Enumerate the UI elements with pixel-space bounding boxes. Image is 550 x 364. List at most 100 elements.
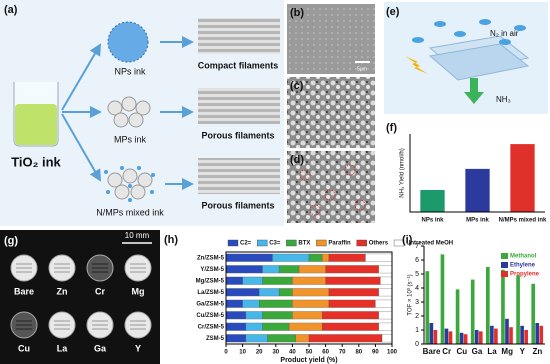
legend-label: BTX <box>298 241 310 247</box>
bar-segment <box>375 299 393 308</box>
x-tick-label: 10 <box>239 350 246 356</box>
bar-segment <box>328 299 376 308</box>
filament-type: Porous filaments <box>201 200 274 210</box>
legend-label: C3= <box>269 241 281 247</box>
bar-segment <box>225 265 263 274</box>
legend-swatch <box>356 239 367 247</box>
bar-segment <box>262 265 280 274</box>
bar-segment <box>278 288 293 297</box>
y-tick-label: Zn/ZSM-5 <box>197 255 225 261</box>
photo <box>0 230 160 364</box>
sample-label: Bare <box>14 286 34 296</box>
sample-label: La <box>57 343 68 353</box>
bar <box>448 331 453 344</box>
legend-label: Propylene <box>510 272 540 278</box>
bar-segment <box>242 299 260 308</box>
bar-segment <box>365 253 393 262</box>
bar-segment <box>259 299 293 308</box>
x-tick-label: Bare <box>423 347 441 356</box>
bar <box>463 334 468 344</box>
x-tick-label: 70 <box>339 350 346 356</box>
ink-type: MPs ink <box>114 134 147 144</box>
product-arrow <box>464 78 484 104</box>
bar <box>505 318 509 344</box>
legend-label: Others <box>369 241 389 247</box>
y-tick-label: 7 <box>415 243 419 250</box>
bar <box>420 189 445 212</box>
bar <box>531 283 536 344</box>
bar <box>535 323 540 344</box>
bar-segment <box>378 322 393 331</box>
x-axis-label: Product yield (%) <box>280 357 337 364</box>
product-label: NH₃ <box>496 95 511 104</box>
bar-segment <box>278 265 300 274</box>
panel-label: (a) <box>4 4 18 16</box>
bar-segment <box>225 311 247 320</box>
bar-segment <box>378 288 393 297</box>
x-tick-label: Zn <box>533 347 543 356</box>
legend-label: C2= <box>240 241 252 247</box>
charts: (f) NH₃ Yield (nmol/h) NPs ink MPs ink N/MPs… <box>164 122 547 364</box>
x-tick-label: NPs ink <box>421 218 444 224</box>
bar <box>429 323 434 344</box>
bar-segment <box>322 253 330 262</box>
y-tick-label: Cr/ZSM-5 <box>198 324 225 330</box>
bar-segment <box>242 276 263 285</box>
sample-label: Y <box>135 343 141 353</box>
bar-segment <box>292 288 330 297</box>
pore-marks <box>299 164 366 216</box>
x-tick-label: 30 <box>272 350 279 356</box>
bar-segment <box>292 276 326 285</box>
panel-label: (c) <box>290 80 304 92</box>
legend-swatch <box>501 262 508 268</box>
bar-segment <box>225 276 243 285</box>
legend-swatch <box>501 253 508 259</box>
bar-segment <box>308 253 323 262</box>
bar-segment <box>322 311 379 320</box>
bar-segment <box>295 334 310 343</box>
bar <box>470 279 475 344</box>
bar <box>501 269 505 344</box>
panel-label: (e) <box>386 6 400 18</box>
nps-cluster <box>107 21 149 63</box>
bar-segment <box>245 334 268 343</box>
bar <box>478 331 483 344</box>
x-tick-label: Ga <box>472 347 483 356</box>
bar-segment <box>259 288 280 297</box>
y-tick-label: 4 <box>415 285 419 292</box>
bar-segment <box>225 299 243 308</box>
bar-segment <box>298 265 326 274</box>
gas-label: N₂ in air <box>490 29 519 38</box>
ink-liquid <box>15 104 57 145</box>
y-tick-label: 5 <box>415 271 419 278</box>
mixed-cluster <box>104 166 155 202</box>
bar-segment <box>322 322 379 331</box>
bar <box>510 144 535 212</box>
bar-segment <box>262 322 290 331</box>
scale-label: 10 mm <box>125 231 150 240</box>
panel-label: (i) <box>402 234 413 246</box>
x-tick-label: N/MPs mixed ink <box>499 218 547 224</box>
bar <box>444 328 449 344</box>
legend-swatch <box>393 239 405 247</box>
legend-swatch <box>316 239 327 247</box>
bar-segment <box>225 288 260 297</box>
bar <box>516 275 520 344</box>
bar-segment <box>292 299 330 308</box>
y-axis-label: TOF × 10³ (s⁻¹) <box>408 274 414 315</box>
x-tick-label: 0 <box>224 350 228 356</box>
bar <box>425 271 430 344</box>
x-tick-label: 100 <box>387 350 398 356</box>
axes <box>423 246 545 345</box>
x-tick-label: Y <box>520 347 526 356</box>
filament-lattice <box>198 88 280 124</box>
y-tick-label: Cu/ZSM-5 <box>196 313 224 319</box>
bar-segment <box>325 276 381 285</box>
bar-segment <box>262 276 293 285</box>
bar-segment <box>245 322 263 331</box>
bar-segment <box>378 311 393 320</box>
bar <box>465 168 490 212</box>
panel-label: (h) <box>164 234 178 246</box>
bar-segment <box>292 311 323 320</box>
arrow <box>61 43 102 111</box>
